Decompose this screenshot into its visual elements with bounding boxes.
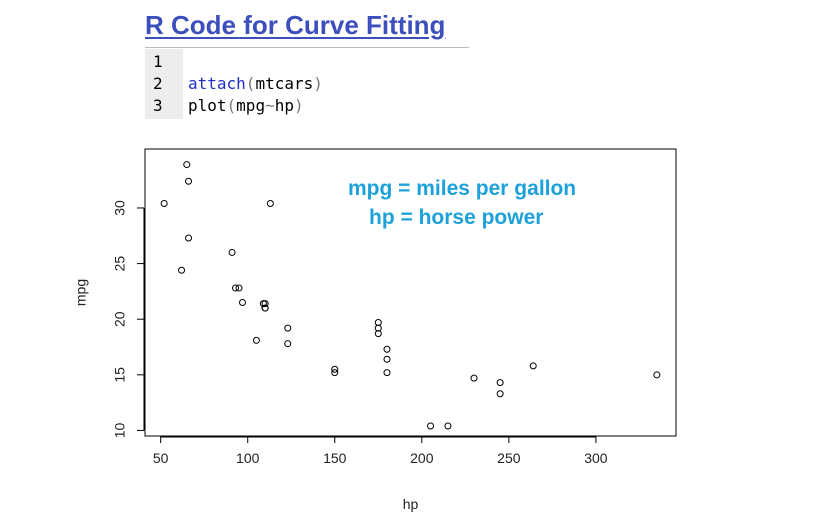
code-token: attach (188, 74, 246, 93)
page-title: R Code for Curve Fitting (145, 10, 446, 40)
data-point (496, 379, 504, 387)
data-point (185, 234, 193, 242)
data-point (383, 369, 391, 377)
code-token: ) (293, 96, 304, 115)
x-tick-label: 100 (236, 450, 260, 466)
code-token: ( (226, 96, 237, 115)
x-tick-label: 250 (497, 450, 521, 466)
code-token: ) (313, 74, 323, 93)
data-point (252, 336, 260, 344)
x-tick-label: 50 (153, 450, 169, 466)
x-tick-label: 300 (584, 450, 608, 466)
data-point (160, 200, 168, 208)
data-point (653, 371, 661, 379)
line-number: 2 (153, 74, 163, 93)
y-axis: 10 15 20 25 30 (112, 200, 145, 438)
code-text: attach(mtcars) (188, 73, 323, 95)
data-point (266, 200, 274, 208)
annotation-hp: hp = horse power (369, 206, 543, 229)
code-token: plot (188, 96, 227, 115)
annotation-mpg: mpg = miles per gallon (348, 177, 576, 200)
data-point (496, 390, 504, 398)
data-point (331, 365, 339, 373)
code-block: 1 2 attach(mtcars) 3 plot(mpg~hp) (145, 49, 545, 119)
y-tick-label: 25 (112, 256, 128, 272)
x-axis: 50 100 150 200 250 300 (153, 436, 608, 466)
data-point (178, 266, 186, 274)
line-number: 1 (153, 52, 163, 71)
line-number-gutter (145, 49, 183, 119)
y-tick-label: 30 (112, 200, 128, 216)
data-point (259, 300, 267, 308)
y-tick-label: 15 (112, 367, 128, 383)
data-point (238, 299, 246, 307)
data-point (235, 284, 243, 292)
code-token: ~ (265, 96, 275, 115)
data-point (261, 304, 269, 312)
code-token: mpg (236, 96, 266, 115)
x-axis-label: hp (403, 496, 419, 512)
data-point (185, 177, 193, 185)
code-token: hp (274, 96, 294, 115)
line-number: 3 (153, 96, 163, 115)
data-point (183, 161, 191, 169)
title-divider (145, 47, 469, 48)
data-point (331, 369, 339, 377)
data-point (427, 422, 435, 430)
data-point (444, 422, 452, 430)
data-point (529, 362, 537, 370)
y-tick-label: 10 (112, 422, 128, 438)
x-tick-label: 150 (323, 450, 347, 466)
data-point (470, 374, 478, 382)
y-tick-label: 20 (112, 311, 128, 327)
data-point (383, 355, 391, 363)
data-point (284, 340, 292, 348)
data-points (160, 161, 661, 430)
code-token: mtcars (255, 74, 314, 93)
data-point (228, 248, 236, 256)
code-text: plot(mpg~hp) (188, 95, 304, 117)
data-point (374, 319, 382, 327)
data-point (284, 324, 292, 332)
code-token: ( (245, 74, 256, 93)
plot-frame (144, 148, 677, 437)
x-tick-label: 200 (410, 450, 434, 466)
y-axis-label: mpg (73, 279, 89, 306)
data-point (232, 284, 240, 292)
data-point (383, 345, 391, 353)
